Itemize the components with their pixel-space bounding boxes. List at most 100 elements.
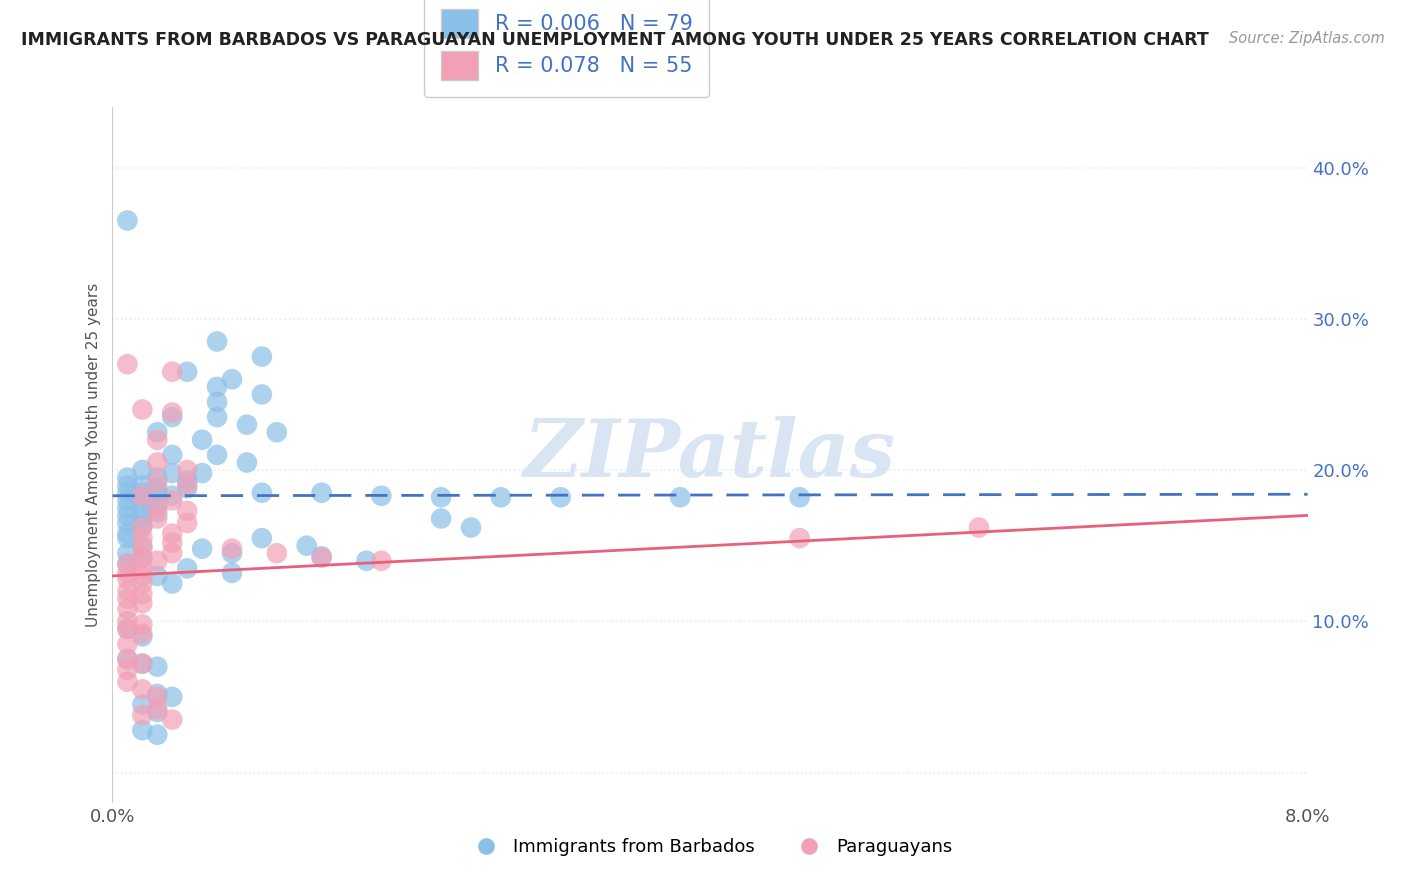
Point (176, 481, 198, 495)
Point (131, 511, 153, 525)
Point (117, 557, 139, 571)
Point (430, 511, 453, 525)
Point (131, 478, 153, 492)
Point (176, 561, 198, 575)
Point (131, 657, 153, 671)
Point (117, 557, 139, 571)
Point (146, 728, 169, 742)
Point (430, 490, 453, 504)
Point (131, 519, 153, 533)
Point (250, 350, 273, 364)
Point (131, 550, 153, 565)
Point (370, 554, 392, 568)
Point (356, 554, 378, 568)
Point (295, 539, 318, 553)
Point (131, 682, 153, 697)
Point (117, 652, 139, 666)
Point (311, 549, 333, 564)
Point (162, 365, 183, 379)
Point (250, 531, 273, 545)
Point (117, 508, 139, 523)
Point (146, 481, 169, 495)
Point (146, 687, 169, 701)
Point (205, 380, 228, 394)
Point (489, 490, 512, 504)
Text: ZIPatlas: ZIPatlas (524, 417, 896, 493)
Point (146, 511, 169, 525)
Point (176, 516, 198, 530)
Point (117, 546, 139, 560)
Point (117, 674, 139, 689)
Point (221, 372, 243, 386)
Point (176, 365, 198, 379)
Point (146, 455, 169, 469)
Point (131, 617, 153, 632)
Point (191, 541, 214, 556)
Point (162, 466, 183, 480)
Point (162, 493, 183, 508)
Point (967, 520, 990, 534)
Point (117, 516, 139, 530)
Point (205, 334, 228, 349)
Point (117, 652, 139, 666)
Point (205, 395, 228, 409)
Point (131, 504, 153, 518)
Point (117, 622, 139, 636)
Point (162, 690, 183, 704)
Point (117, 470, 139, 484)
Point (131, 550, 153, 565)
Point (146, 554, 169, 568)
Point (176, 478, 198, 492)
Point (221, 546, 243, 560)
Point (131, 723, 153, 738)
Point (162, 713, 183, 727)
Point (191, 466, 214, 480)
Point (311, 485, 333, 500)
Point (131, 576, 153, 591)
Point (117, 572, 139, 586)
Point (117, 591, 139, 606)
Point (370, 489, 392, 503)
Point (236, 455, 259, 469)
Point (131, 485, 153, 500)
Point (205, 410, 228, 425)
Point (162, 526, 183, 541)
Point (162, 410, 183, 425)
Point (117, 493, 139, 508)
Point (117, 637, 139, 651)
Point (146, 569, 169, 583)
Point (191, 433, 214, 447)
Point (131, 493, 153, 508)
Point (789, 531, 811, 545)
Point (250, 387, 273, 401)
Point (131, 489, 153, 503)
Point (146, 425, 169, 440)
Point (162, 448, 183, 462)
Point (131, 626, 153, 640)
Point (117, 357, 139, 371)
Point (250, 485, 273, 500)
Point (117, 500, 139, 515)
Point (131, 520, 153, 534)
Point (146, 505, 169, 519)
Point (266, 425, 288, 440)
Point (176, 504, 198, 518)
Point (131, 657, 153, 671)
Point (162, 489, 183, 503)
Point (146, 433, 169, 447)
Point (117, 602, 139, 616)
Point (236, 417, 259, 432)
Point (131, 587, 153, 601)
Y-axis label: Unemployment Among Youth under 25 years: Unemployment Among Youth under 25 years (86, 283, 101, 627)
Point (117, 566, 139, 580)
Point (146, 702, 169, 716)
Point (117, 213, 139, 227)
Point (117, 663, 139, 677)
Point (146, 496, 169, 510)
Point (162, 535, 183, 549)
Point (146, 705, 169, 719)
Text: Source: ZipAtlas.com: Source: ZipAtlas.com (1229, 31, 1385, 46)
Point (117, 526, 139, 541)
Text: IMMIGRANTS FROM BARBADOS VS PARAGUAYAN UNEMPLOYMENT AMONG YOUTH UNDER 25 YEARS C: IMMIGRANTS FROM BARBADOS VS PARAGUAYAN U… (21, 31, 1209, 49)
Legend: Immigrants from Barbados, Paraguayans: Immigrants from Barbados, Paraguayans (461, 831, 959, 863)
